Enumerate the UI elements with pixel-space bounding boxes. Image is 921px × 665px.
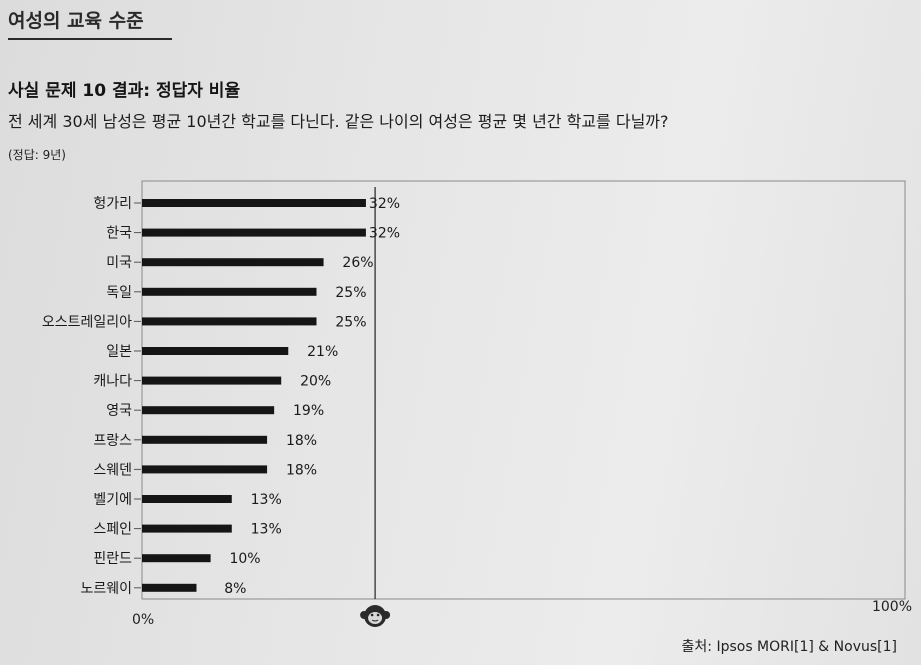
bar: [142, 228, 366, 237]
category-label: 미국: [106, 255, 132, 271]
category-label: 벨기에: [93, 492, 132, 508]
bar: [142, 376, 282, 385]
category-label: 독일: [106, 285, 132, 301]
bar-value-label: 32%: [369, 196, 400, 212]
bar-value-label: 18%: [286, 462, 317, 478]
category-label: 캐나다: [93, 374, 132, 390]
bar: [142, 258, 324, 267]
bar-value-label: 32%: [369, 226, 400, 242]
bar: [142, 406, 275, 415]
x-tick-label-100: 100%: [872, 599, 912, 615]
bar: [142, 554, 211, 563]
bar-value-label: 19%: [293, 403, 324, 419]
bar: [142, 495, 232, 503]
section-title-underline: [8, 38, 172, 40]
bar: [142, 583, 197, 592]
x-tick-label-0: 0%: [132, 612, 154, 628]
bar-value-label: 25%: [335, 314, 366, 330]
bar: [142, 435, 268, 444]
category-label: 스페인: [93, 522, 132, 538]
bar: [142, 347, 289, 355]
bar: [142, 199, 366, 207]
chart-title: 사실 문제 10 결과: 정답자 비율: [8, 81, 241, 101]
bar: [142, 465, 268, 474]
bar-value-label: 21%: [307, 344, 338, 360]
bar: [142, 287, 317, 296]
bar: [142, 524, 232, 533]
bar-value-label: 18%: [286, 433, 317, 449]
bar-value-label: 13%: [251, 492, 282, 508]
category-label: 헝가리: [93, 196, 132, 212]
bar-value-label: 13%: [251, 522, 282, 538]
correct-answer-note: (정답: 9년): [8, 148, 66, 162]
bar-value-label: 10%: [229, 551, 260, 567]
category-label: 노르웨이: [80, 581, 132, 597]
category-label: 오스트레일리아: [42, 314, 132, 330]
source-citation: 출처: Ipsos MORI[1] & Novus[1]: [681, 639, 897, 655]
category-label: 스웨덴: [93, 462, 132, 478]
bar-value-label: 25%: [335, 285, 366, 301]
chimpanzee-icon: [360, 605, 391, 627]
bar-value-label: 26%: [342, 255, 373, 271]
category-label: 핀란드: [93, 551, 132, 567]
category-label: 영국: [106, 403, 132, 419]
chart-plot-area: [141, 180, 906, 600]
chart-question: 전 세계 30세 남성은 평균 10년간 학교를 다닌다. 같은 나이의 여성은…: [8, 112, 669, 131]
bar-value-label: 20%: [300, 374, 331, 390]
bar-value-label: 8%: [224, 581, 246, 597]
category-label: 일본: [106, 344, 132, 360]
section-title: 여성의 교육 수준: [8, 10, 144, 32]
bar: [142, 317, 317, 326]
category-label: 프랑스: [93, 433, 132, 449]
category-label: 한국: [106, 226, 132, 242]
